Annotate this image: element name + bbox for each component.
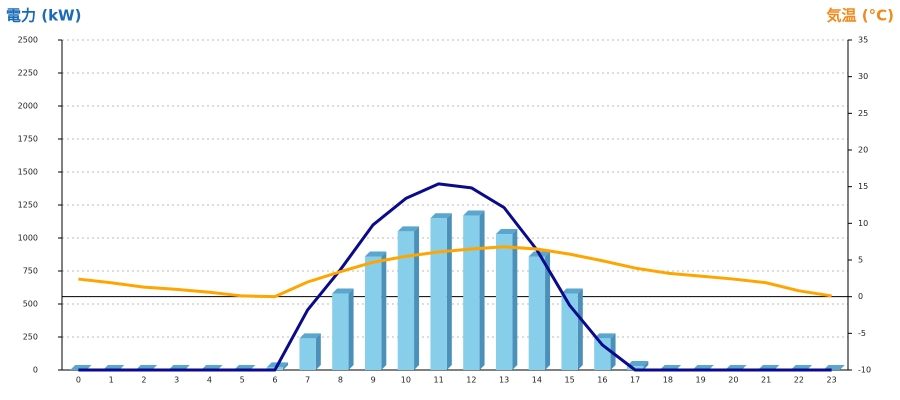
- bar: [397, 231, 415, 370]
- x-tick-label: 17: [630, 376, 640, 385]
- x-tick-label: 5: [240, 376, 245, 385]
- line: [78, 182, 832, 372]
- bar: [528, 256, 546, 370]
- y-tick-label: 250: [23, 333, 38, 342]
- x-tick-label: 23: [827, 376, 837, 385]
- bar: [430, 218, 447, 370]
- y-tick-label: 1500: [18, 168, 38, 177]
- y-tick-label: 1000: [18, 234, 38, 243]
- y-tick-label: 500: [23, 300, 38, 309]
- y2-tick-label: 5: [858, 256, 863, 265]
- x-tick-label: 9: [371, 376, 376, 385]
- bar: [495, 234, 513, 370]
- bar: [626, 366, 644, 370]
- bar: [463, 215, 480, 370]
- y-tick-label: 2500: [18, 36, 38, 45]
- y2-tick-label: -10: [858, 366, 871, 375]
- bar-top: [397, 226, 420, 232]
- y2-axis-title: 気温 (°C): [827, 7, 894, 25]
- y-axis-title: 電力 (kW): [6, 7, 81, 25]
- x-tick-label: 16: [597, 376, 607, 385]
- bar: [299, 338, 316, 370]
- y2-tick-label: -5: [858, 329, 866, 338]
- x-tick-label: 4: [207, 376, 212, 385]
- y2-tick-label: 20: [858, 146, 868, 155]
- y2-tick-label: 25: [858, 109, 868, 118]
- bar-top: [299, 333, 321, 339]
- x-tick-label: 20: [728, 376, 738, 385]
- bar-top: [561, 288, 583, 294]
- x-tick-label: 0: [76, 376, 81, 385]
- bar-side: [479, 210, 485, 370]
- bar-side: [315, 333, 321, 370]
- line: [78, 245, 832, 299]
- x-tick-label: 1: [109, 376, 114, 385]
- bar-side: [643, 361, 649, 370]
- bar-top: [430, 213, 452, 219]
- bar-side: [512, 229, 518, 370]
- y2-tick-label: 0: [858, 292, 863, 301]
- bar-top: [364, 251, 387, 257]
- bar-side: [545, 251, 551, 370]
- x-tick-label: 13: [499, 376, 509, 385]
- x-tick-label: 2: [141, 376, 146, 385]
- y2-tick-label: 30: [858, 72, 868, 81]
- y-tick-label: 750: [23, 267, 38, 276]
- bar-top: [463, 210, 485, 216]
- bar: [332, 293, 349, 370]
- bar-side: [381, 251, 387, 370]
- bar-side: [446, 213, 452, 370]
- x-tick-label: 10: [401, 376, 411, 385]
- x-tick-label: 18: [663, 376, 673, 385]
- x-tick-label: 19: [696, 376, 706, 385]
- x-tick-label: 21: [761, 376, 771, 385]
- x-tick-label: 14: [532, 376, 542, 385]
- y2-tick-label: 10: [858, 219, 868, 228]
- x-tick-label: 7: [305, 376, 310, 385]
- bar-top: [626, 361, 649, 367]
- bar-side: [414, 226, 420, 370]
- y2-tick-label: 35: [858, 36, 868, 45]
- y-tick-label: 2250: [18, 69, 38, 78]
- x-tick-label: 11: [434, 376, 444, 385]
- y2-tick-label: 15: [858, 182, 868, 191]
- bar-top: [495, 229, 518, 235]
- bar-top: [332, 288, 354, 294]
- y-tick-label: 2000: [18, 102, 38, 111]
- bar-side: [348, 288, 354, 370]
- bar-side: [577, 288, 583, 370]
- x-tick-label: 6: [272, 376, 277, 385]
- x-tick-label: 8: [338, 376, 343, 385]
- bar-top: [594, 333, 616, 339]
- x-tick-label: 12: [466, 376, 476, 385]
- x-tick-label: 3: [174, 376, 179, 385]
- y-tick-label: 1750: [18, 135, 38, 144]
- y-tick-label: 1250: [18, 201, 38, 210]
- bar-side: [283, 362, 289, 370]
- y-tick-label: 0: [33, 366, 38, 375]
- x-tick-label: 15: [565, 376, 575, 385]
- bar: [364, 256, 382, 370]
- x-tick-label: 22: [794, 376, 804, 385]
